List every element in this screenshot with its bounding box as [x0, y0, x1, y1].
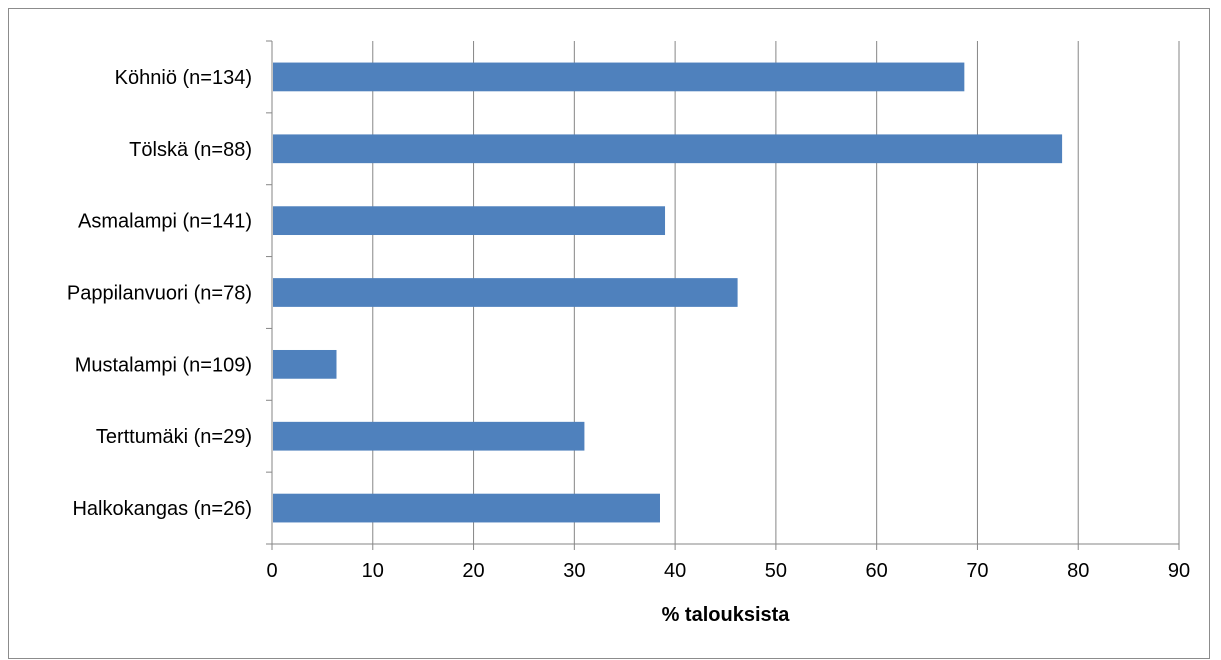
category-label: Tölskä (n=88): [129, 139, 252, 161]
x-tick-label: 40: [664, 560, 686, 582]
bar: [273, 134, 1063, 164]
category-label: Mustalampi (n=109): [75, 354, 252, 376]
category-label: Terttumäki (n=29): [96, 426, 252, 448]
bar: [273, 493, 660, 523]
bar: [273, 62, 965, 92]
bar: [273, 349, 337, 379]
gridlines: [372, 41, 1180, 544]
x-tick-label: 80: [1067, 560, 1089, 582]
bars: [273, 62, 1063, 523]
x-tick-label: 50: [765, 560, 787, 582]
category-label: Halkokangas (n=26): [72, 498, 252, 520]
category-label: Asmalampi (n=141): [78, 211, 252, 233]
x-tick-label: 60: [866, 560, 888, 582]
bar: [273, 421, 585, 451]
bar: [273, 206, 666, 236]
x-tick-label: 70: [966, 560, 988, 582]
x-tick-label: 10: [362, 560, 384, 582]
axes: [266, 40, 1180, 550]
x-tick-label: 0: [266, 560, 277, 582]
x-tick-label: 90: [1168, 560, 1190, 582]
bar-chart: 0 10 20 30 40 50 60 70 80 90 Köhniö (n=134) Tölskä …: [67, 40, 1190, 626]
x-tick-label: 20: [462, 560, 484, 582]
x-tick-label: 30: [563, 560, 585, 582]
bar: [273, 278, 738, 307]
labels: 0 10 20 30 40 50 60 70 80 90 Köhniö (n=134) Tölskä …: [67, 67, 1190, 582]
category-label: Köhniö (n=134): [115, 67, 252, 89]
x-axis-title: % talouksista: [662, 604, 791, 626]
category-label: Pappilanvuori (n=78): [67, 283, 252, 305]
chart-frame: 0 10 20 30 40 50 60 70 80 90 Köhniö (n=134) Tölskä …: [8, 8, 1210, 659]
